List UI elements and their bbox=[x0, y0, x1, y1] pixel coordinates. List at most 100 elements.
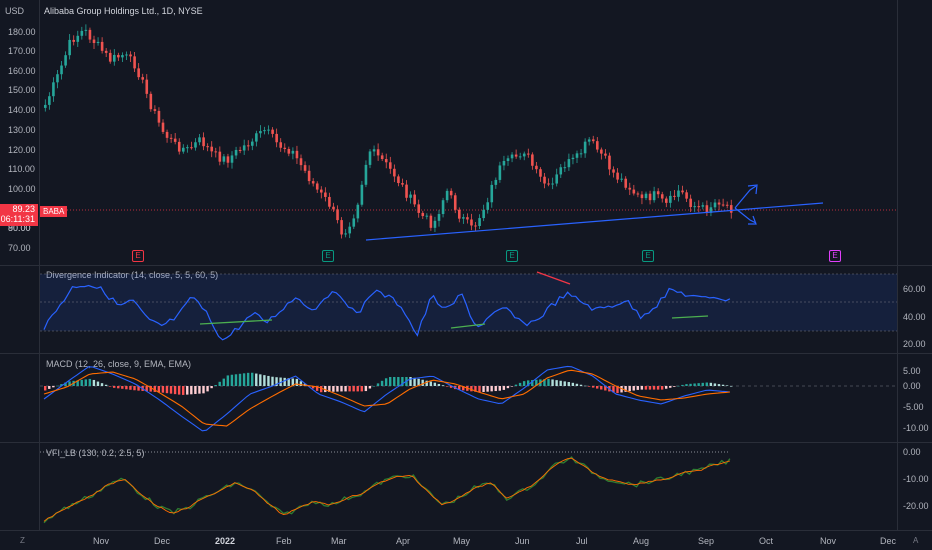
candle bbox=[429, 215, 433, 228]
macd-hist-bar bbox=[133, 386, 136, 391]
divergence-title[interactable]: Divergence Indicator (14, close, 5, 5, 6… bbox=[46, 270, 219, 280]
macd-hist-bar bbox=[368, 386, 372, 389]
macd-hist-bar bbox=[681, 384, 684, 386]
candle bbox=[267, 129, 270, 131]
candle bbox=[255, 133, 258, 142]
timezone-toggle[interactable]: Z bbox=[20, 536, 25, 545]
candle bbox=[474, 225, 477, 227]
projection-arrow-down bbox=[734, 207, 757, 224]
macd-title[interactable]: MACD (12, 26, close, 9, EMA, EMA) bbox=[46, 359, 192, 369]
candle bbox=[543, 176, 546, 184]
macd-hist-bar bbox=[685, 384, 688, 386]
macd-hist-bar bbox=[510, 386, 514, 387]
macd-hist-bar bbox=[198, 386, 201, 394]
x-tick: Jul bbox=[576, 536, 588, 546]
candle bbox=[437, 214, 441, 221]
candle bbox=[251, 141, 254, 146]
macd-hist-bar bbox=[255, 373, 258, 386]
candle bbox=[76, 35, 80, 42]
earnings-marker[interactable]: E bbox=[829, 250, 841, 262]
vfi-chart[interactable] bbox=[40, 443, 897, 530]
candle bbox=[222, 156, 226, 162]
macd-hist-bar bbox=[267, 375, 270, 386]
bull-divergence bbox=[199, 319, 273, 325]
candle bbox=[303, 165, 307, 171]
macd-hist-bar bbox=[80, 379, 83, 386]
macd-hist-bar bbox=[543, 379, 546, 386]
vfi-signal-line bbox=[43, 457, 731, 522]
candle bbox=[660, 194, 664, 199]
macd-hist-bar bbox=[145, 386, 148, 392]
candle bbox=[721, 204, 725, 206]
macd-chart[interactable] bbox=[40, 354, 897, 442]
macd-hist-bar bbox=[478, 386, 481, 393]
candle bbox=[129, 54, 132, 57]
candle bbox=[384, 159, 388, 163]
bar-countdown: 06:11:31 bbox=[0, 214, 35, 224]
candle bbox=[697, 206, 701, 208]
candle bbox=[490, 184, 494, 203]
candle bbox=[502, 160, 506, 166]
symbol-badge: BABA bbox=[40, 206, 68, 217]
macd-hist-bar bbox=[52, 386, 55, 388]
earnings-marker[interactable]: E bbox=[642, 250, 654, 262]
macd-hist-bar bbox=[433, 382, 437, 386]
candle bbox=[604, 153, 607, 156]
earnings-marker[interactable]: E bbox=[506, 250, 518, 262]
macd-hist-bar bbox=[328, 386, 331, 392]
candle bbox=[356, 204, 360, 219]
candle bbox=[449, 190, 453, 196]
candle bbox=[717, 202, 721, 205]
macd-hist-bar bbox=[157, 386, 161, 393]
earnings-marker[interactable]: E bbox=[322, 250, 334, 262]
price-tick: 170.00 bbox=[8, 46, 36, 56]
candle bbox=[612, 169, 615, 173]
candle bbox=[380, 155, 384, 160]
candle bbox=[133, 56, 136, 69]
candle bbox=[72, 39, 76, 42]
macd-hist-bar bbox=[575, 383, 579, 386]
candle bbox=[238, 149, 242, 151]
panel-separator bbox=[0, 353, 932, 354]
earnings-marker[interactable]: E bbox=[132, 250, 144, 262]
macd-hist-bar bbox=[547, 378, 550, 386]
time-axis-separator bbox=[0, 530, 932, 531]
candle bbox=[125, 54, 128, 56]
candlesticks bbox=[44, 24, 733, 239]
candle bbox=[506, 158, 510, 161]
macd-hist-bar bbox=[356, 386, 359, 392]
auto-scale-button[interactable]: A bbox=[913, 536, 919, 545]
candle bbox=[413, 194, 416, 205]
macd-hist-bar bbox=[177, 386, 181, 395]
macd-hist-bar bbox=[165, 386, 169, 394]
macd-hist-bar bbox=[571, 382, 575, 386]
candle bbox=[596, 141, 599, 150]
currency-label: USD bbox=[5, 6, 25, 16]
candle bbox=[153, 109, 157, 111]
price-chart[interactable] bbox=[40, 0, 897, 262]
macd-hist-bar bbox=[636, 386, 639, 390]
macd-hist-bar bbox=[336, 386, 339, 392]
vfi-title[interactable]: VFI_LB (130, 0.2, 2.5, 5) bbox=[46, 448, 145, 458]
macd-hist-bar bbox=[445, 386, 449, 387]
macd-hist-bar bbox=[470, 386, 473, 392]
macd-hist-bar bbox=[234, 374, 238, 386]
candle bbox=[145, 79, 149, 94]
candle bbox=[48, 96, 51, 105]
macd-hist-bar bbox=[644, 386, 648, 390]
macd-hist-bar bbox=[271, 376, 274, 386]
macd-hist-bar bbox=[376, 383, 380, 386]
chart-title[interactable]: Alibaba Group Holdings Ltd., 1D, NYSE bbox=[44, 6, 203, 16]
arrow-head-down bbox=[748, 215, 757, 225]
macd-hist-bar bbox=[498, 386, 501, 391]
divergence-chart[interactable] bbox=[40, 266, 897, 352]
macd-hist-bar bbox=[153, 386, 156, 392]
candle bbox=[161, 122, 165, 132]
candle bbox=[348, 226, 352, 234]
candle bbox=[307, 170, 311, 182]
macd-hist-bar bbox=[490, 386, 493, 392]
candle bbox=[669, 195, 672, 203]
candle bbox=[397, 176, 400, 184]
macd-hist-bar bbox=[344, 386, 347, 392]
macd-hist-bar bbox=[214, 384, 217, 386]
